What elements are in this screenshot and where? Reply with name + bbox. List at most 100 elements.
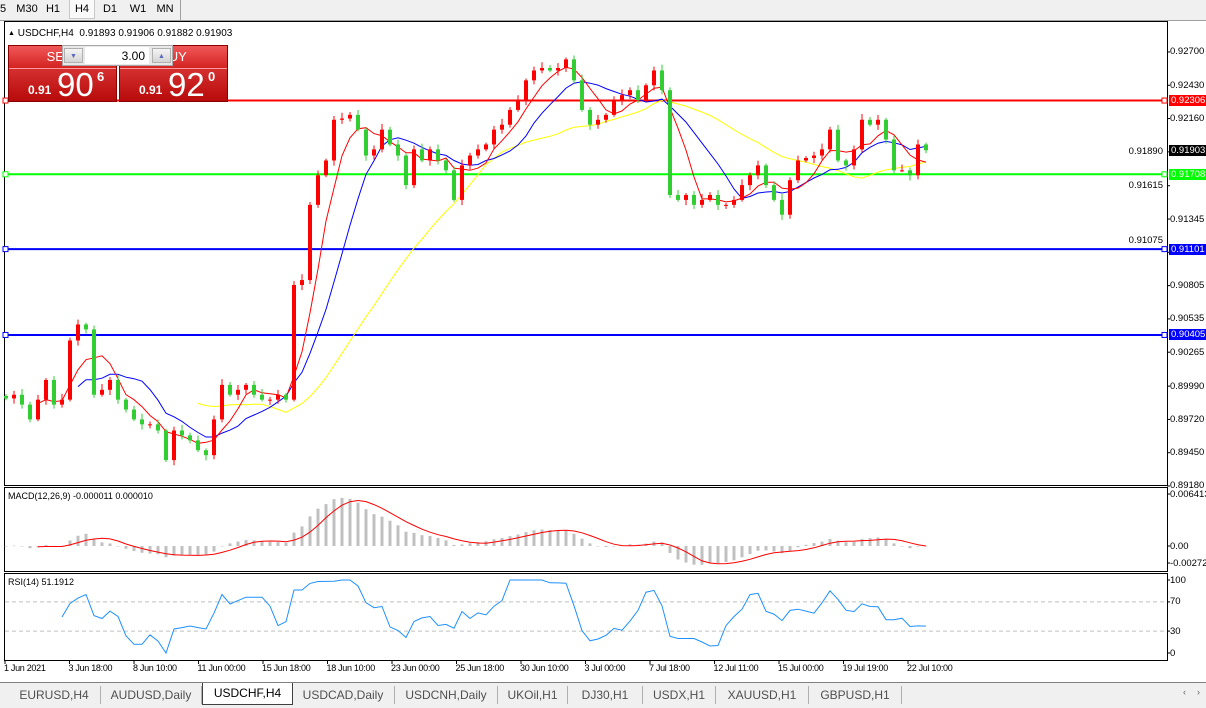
macd-histogram-bar: [684, 546, 688, 563]
candle-body: [524, 80, 528, 101]
candle-body: [372, 149, 376, 156]
macd-histogram-bar: [668, 546, 672, 553]
macd-histogram-bar: [732, 546, 736, 561]
macd-histogram-bar: [860, 539, 864, 546]
buy-price-big: 92: [168, 66, 205, 102]
tab-usdchf-h4[interactable]: USDCHF,H4: [202, 683, 293, 705]
candle-body: [276, 394, 280, 400]
macd-histogram-bar: [260, 541, 264, 546]
chevron-left-icon[interactable]: ‹: [1183, 687, 1186, 697]
candle-body: [852, 149, 856, 166]
timeframe-d1[interactable]: D1: [102, 3, 118, 15]
macd-histogram-bar: [492, 539, 496, 546]
candle-body: [76, 324, 80, 341]
line-handle: [2, 246, 9, 253]
lot-stepper: ▼ ▲: [62, 45, 173, 66]
tab-usdcnh-daily[interactable]: USDCNH,Daily: [395, 686, 498, 704]
macd-histogram-bar: [76, 535, 80, 546]
buy-price-prefix: 0.91: [139, 83, 163, 97]
macd-histogram-bar: [444, 540, 448, 546]
candle-body: [788, 180, 792, 215]
moving-average-slow: [197, 99, 927, 413]
macd-histogram-bar: [708, 546, 712, 564]
candle-body: [148, 424, 152, 426]
tab-dj30-h1[interactable]: DJ30,H1: [568, 686, 643, 704]
price-tick-label: 0.91345: [1170, 213, 1205, 225]
macd-histogram-bar: [44, 544, 48, 546]
candle-body: [156, 424, 160, 431]
timeframe-m30[interactable]: M30: [16, 3, 38, 15]
chevron-right-icon[interactable]: ›: [1197, 687, 1200, 697]
macd-histogram-bar: [548, 530, 552, 546]
candle-body: [132, 409, 136, 420]
candle-body: [604, 114, 608, 120]
candle-body: [836, 129, 840, 161]
triangle-up-icon[interactable]: ▲: [152, 48, 171, 63]
macd-histogram-bar: [276, 542, 280, 546]
candle-body: [452, 170, 456, 200]
moving-average-fast: [37, 66, 927, 444]
candle-body: [44, 379, 48, 400]
timeframe-toolbar: 5 M30 H1 H4 D1 W1 MN: [0, 0, 1206, 21]
line-handle: [1161, 246, 1168, 253]
candle-body: [268, 399, 272, 401]
rsi-panel-frame: [4, 573, 1168, 661]
timeframe-mn[interactable]: MN: [156, 3, 174, 15]
lot-size-input[interactable]: [85, 47, 149, 64]
macd-histogram-bar: [740, 546, 744, 558]
candle-body: [588, 109, 592, 125]
candle-body: [660, 70, 664, 91]
price-tick-label: 0.92430: [1170, 79, 1205, 91]
macd-histogram-bar: [228, 543, 232, 546]
macd-histogram-bar: [372, 514, 376, 546]
candle-body: [636, 90, 640, 101]
candle-body: [140, 419, 144, 425]
tab-eurusd-h4[interactable]: EURUSD,H4: [8, 686, 101, 704]
line-price-label: 0.92306: [1169, 95, 1206, 107]
tab-audusd-daily[interactable]: AUDUSD,Daily: [101, 686, 202, 704]
macd-histogram-bar: [108, 543, 112, 546]
tab-xauusd-h1[interactable]: XAUUSD,H1: [716, 686, 809, 704]
macd-histogram-bar: [12, 545, 16, 547]
macd-histogram-bar: [812, 543, 816, 546]
tab-gbpusd-h1[interactable]: GBPUSD,H1: [809, 686, 902, 704]
macd-histogram-bar: [908, 546, 912, 549]
tab-ukoil-h1[interactable]: UKOil,H1: [498, 686, 568, 704]
macd-panel-frame: [4, 487, 1168, 572]
macd-histogram-bar: [876, 537, 880, 546]
current-price-label: 0.91903: [1169, 144, 1206, 156]
candle-body: [628, 90, 632, 96]
candle-body: [780, 199, 784, 215]
line-handle: [1161, 331, 1168, 338]
macd-histogram-bar: [756, 546, 760, 551]
price-tick-label: 0.92160: [1170, 113, 1205, 125]
chart-tabs: EURUSD,H4 AUDUSD,Daily USDCHF,H4 USDCAD,…: [0, 682, 1206, 708]
date-tick-label: 1 Jun 2021: [4, 663, 46, 673]
date-tick-label: 8 Jun 10:00: [133, 663, 177, 673]
macd-histogram-bar: [420, 535, 424, 546]
candle-body: [740, 185, 744, 200]
candle-body: [404, 155, 408, 186]
macd-histogram-bar: [500, 538, 504, 546]
candle-body: [188, 435, 192, 441]
timeframe-h1[interactable]: H1: [45, 3, 61, 15]
tab-usdcad-daily[interactable]: USDCAD,Daily: [292, 686, 395, 704]
triangle-down-icon[interactable]: ▼: [64, 48, 83, 63]
timeframe-w1[interactable]: W1: [129, 3, 147, 15]
macd-histogram-bar: [748, 546, 752, 555]
macd-histogram-bar: [564, 530, 568, 546]
macd-histogram-bar: [132, 546, 136, 552]
timeframe-h4[interactable]: H4: [69, 0, 95, 19]
candle-body: [100, 389, 104, 395]
candle-body: [700, 199, 704, 205]
macd-histogram-bar: [404, 531, 408, 546]
sell-price-prefix: 0.91: [28, 83, 52, 97]
triangle-up-icon[interactable]: ▲: [8, 30, 15, 37]
candle-body: [212, 419, 216, 456]
macd-histogram-bar: [508, 536, 512, 546]
candle-body: [796, 160, 800, 181]
candle-body: [300, 280, 304, 286]
tab-usdx-h1[interactable]: USDX,H1: [643, 686, 716, 704]
timeframe-m15[interactable]: 5: [0, 3, 7, 15]
